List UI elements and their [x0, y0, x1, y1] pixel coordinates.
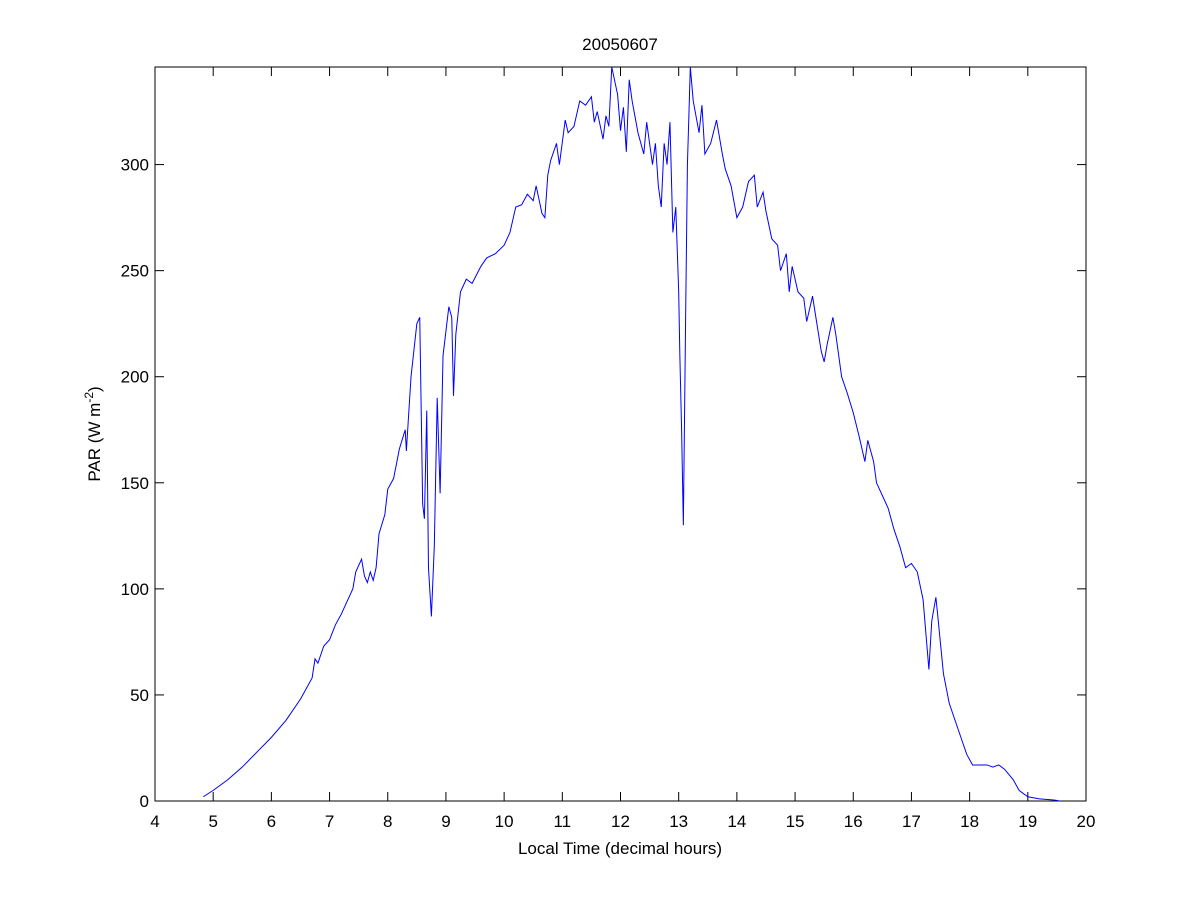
data-line: [203, 66, 1060, 802]
x-tick-label: 8: [383, 812, 392, 831]
x-tick-label: 13: [669, 812, 688, 831]
x-axis-label: Local Time (decimal hours): [518, 839, 722, 858]
x-tick-label: 19: [1018, 812, 1037, 831]
x-tick-label: 9: [441, 812, 450, 831]
y-tick-label: 200: [121, 368, 149, 387]
y-axis-label-text: ): [85, 386, 104, 392]
y-tick-label: 0: [140, 792, 149, 811]
x-tick-label: 11: [553, 812, 571, 831]
y-axis-label-text: PAR (W m: [85, 403, 104, 482]
x-tick-label: 16: [844, 812, 863, 831]
x-tick-label: 10: [495, 812, 514, 831]
x-tick-label: 20: [1077, 812, 1096, 831]
y-tick-label: 150: [121, 474, 149, 493]
x-tick-label: 15: [786, 812, 805, 831]
x-tick-label: 4: [150, 812, 159, 831]
y-tick-label: 100: [121, 580, 149, 599]
x-tick-label: 14: [727, 812, 746, 831]
y-tick-label: 300: [121, 156, 149, 175]
chart-title: 20050607: [582, 35, 658, 54]
y-axis-label: PAR (W m-2): [82, 386, 104, 481]
y-axis-label-exponent: -2: [82, 392, 96, 403]
y-tick-label: 50: [130, 686, 149, 705]
plot-frame: [154, 66, 1087, 802]
x-tick-label: 6: [267, 812, 276, 831]
x-tick-label: 18: [960, 812, 979, 831]
x-tick-label: 5: [208, 812, 217, 831]
x-tick-label: 12: [611, 812, 630, 831]
x-tick-label: 17: [902, 812, 921, 831]
x-tick-label: 7: [325, 812, 334, 831]
y-tick-label: 250: [121, 262, 149, 281]
